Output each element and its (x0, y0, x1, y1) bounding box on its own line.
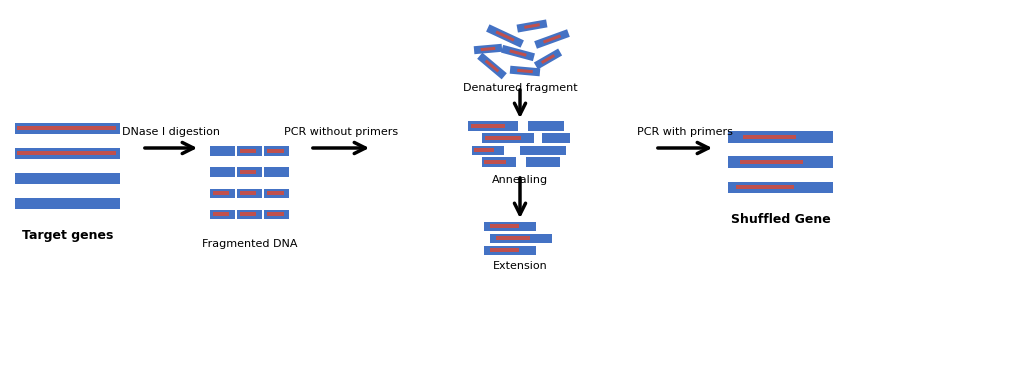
Bar (543, 34, 561, 43)
Text: PCR without primers: PCR without primers (284, 127, 398, 137)
Bar (486, 24, 524, 48)
Bar (528, 122, 564, 131)
Bar (517, 69, 532, 73)
Bar (210, 189, 234, 198)
Bar (474, 149, 495, 152)
Bar (213, 191, 229, 195)
Bar (15, 147, 120, 159)
Bar (490, 234, 552, 243)
Text: Shuffled Gene: Shuffled Gene (731, 213, 830, 226)
Bar (267, 191, 284, 195)
Bar (238, 147, 262, 156)
Bar (213, 213, 229, 216)
Text: Target genes: Target genes (22, 229, 114, 242)
Bar (238, 168, 262, 177)
Bar (484, 221, 536, 231)
Bar (264, 189, 290, 198)
Bar (510, 66, 541, 76)
Bar (524, 23, 540, 29)
Text: Extension: Extension (493, 261, 548, 271)
Bar (736, 185, 794, 189)
Bar (17, 151, 116, 155)
Bar (472, 146, 504, 155)
Bar (542, 133, 570, 143)
Bar (267, 213, 284, 216)
Bar (740, 160, 803, 165)
Bar (497, 237, 530, 240)
Bar (482, 133, 534, 143)
Bar (483, 160, 506, 164)
Bar (482, 157, 516, 167)
Text: Fragmented DNA: Fragmented DNA (202, 239, 297, 249)
Text: Annealing: Annealing (492, 175, 548, 185)
Bar (15, 197, 120, 209)
Bar (534, 48, 562, 69)
Bar (541, 54, 555, 64)
Bar (480, 47, 496, 51)
Text: PCR with primers: PCR with primers (637, 127, 733, 137)
Text: DNase I digestion: DNase I digestion (122, 127, 220, 137)
Bar (490, 248, 519, 252)
Bar (15, 173, 120, 184)
Bar (728, 181, 833, 193)
Bar (501, 45, 535, 61)
Bar (241, 170, 256, 174)
Bar (267, 149, 284, 153)
Bar (264, 168, 290, 177)
Bar (728, 157, 833, 168)
Bar (210, 168, 234, 177)
Bar (484, 59, 500, 72)
Bar (15, 123, 120, 134)
Bar (526, 157, 560, 167)
Bar (728, 131, 833, 143)
Bar (535, 29, 569, 49)
Bar (238, 189, 262, 198)
Bar (264, 147, 290, 156)
Bar (17, 126, 116, 130)
Bar (484, 136, 521, 140)
Bar (264, 210, 290, 219)
Bar (496, 30, 515, 42)
Bar (484, 245, 536, 255)
Bar (520, 146, 566, 155)
Text: Denatured fragment: Denatured fragment (463, 83, 578, 93)
Bar (490, 224, 519, 228)
Bar (509, 49, 526, 57)
Bar (210, 147, 234, 156)
Bar (516, 19, 548, 32)
Bar (210, 210, 234, 219)
Bar (241, 213, 256, 216)
Bar (468, 122, 518, 131)
Bar (470, 125, 506, 128)
Bar (238, 210, 262, 219)
Bar (241, 149, 256, 153)
Bar (474, 44, 503, 54)
Bar (743, 135, 796, 139)
Bar (241, 191, 256, 195)
Bar (477, 53, 507, 79)
